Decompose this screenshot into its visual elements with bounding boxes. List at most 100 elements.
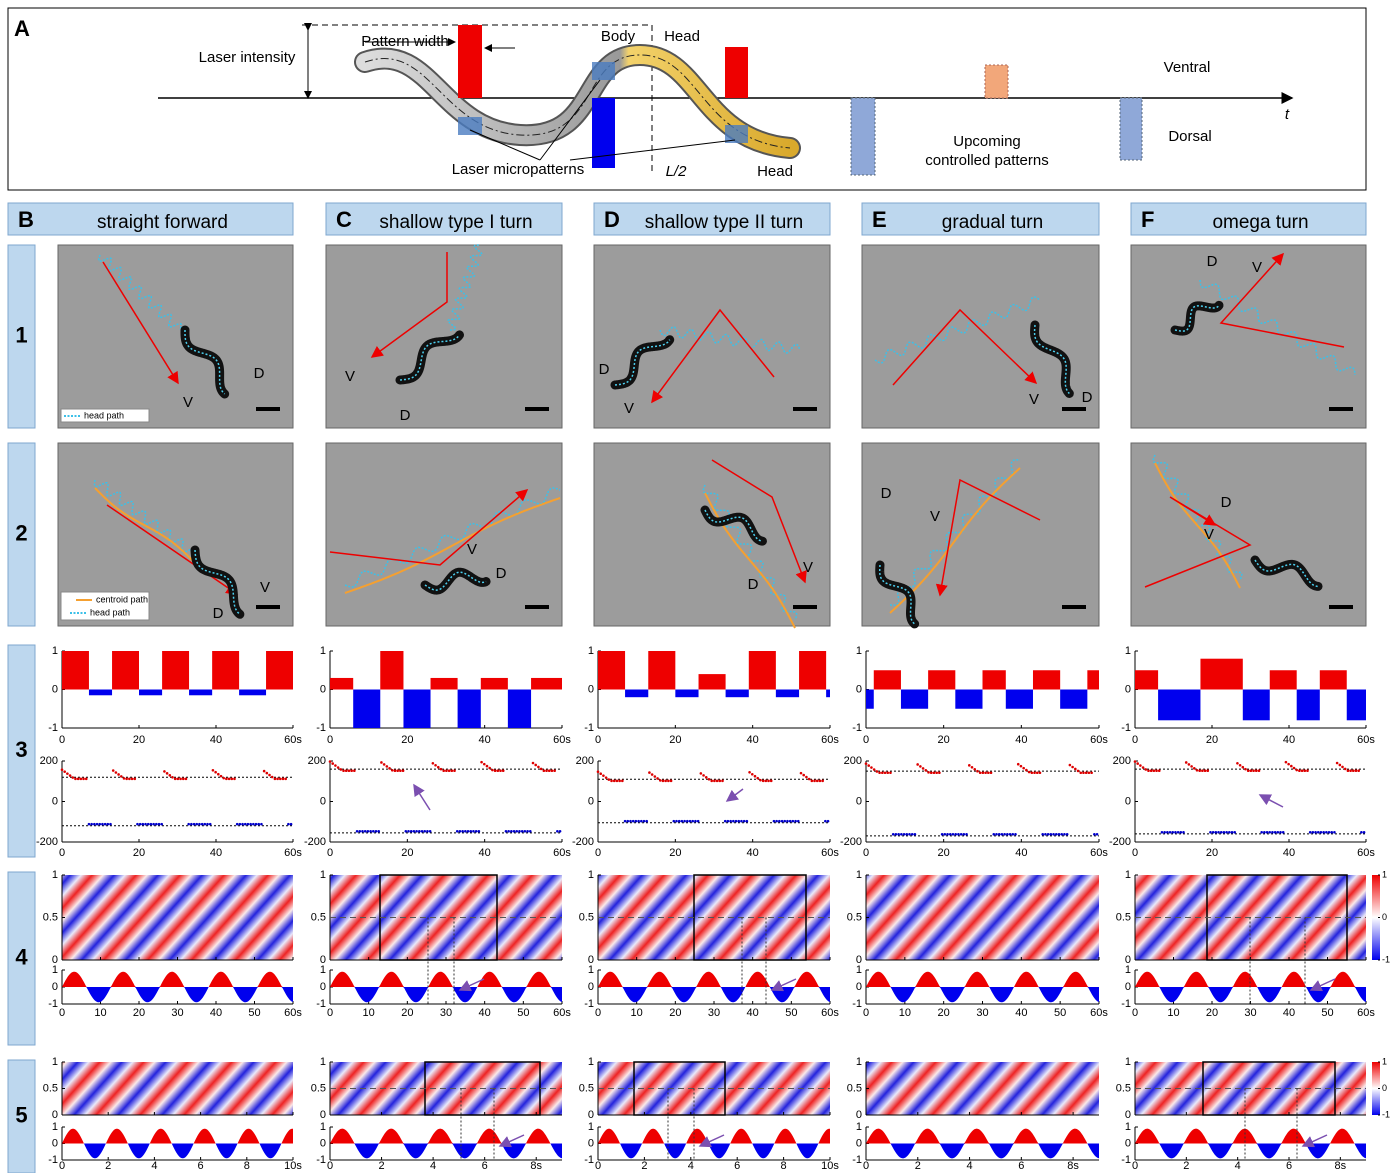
trace-dot [824, 820, 827, 823]
label: Head [664, 28, 700, 45]
trace-dot [965, 833, 968, 836]
trace-dot [1322, 831, 1325, 834]
trace-dot [222, 777, 225, 780]
colorbar-label: -1 [1382, 954, 1390, 964]
trace-dot [96, 823, 99, 826]
y-tick-label: 0 [588, 795, 594, 807]
pattern-bar [866, 690, 874, 709]
direction-label: V [1204, 526, 1214, 543]
trace-dot [1088, 771, 1091, 774]
y-tick-label: -1 [1121, 1154, 1131, 1166]
trace-dot [337, 766, 340, 769]
trace-dot [732, 820, 735, 823]
x-tick-label: 20 [133, 734, 145, 746]
row-label: 2 [15, 520, 27, 545]
scale-bar [525, 605, 549, 609]
trace-dot [350, 769, 353, 772]
scale-bar [525, 407, 549, 411]
trace-dot [206, 823, 209, 826]
trace-dot [954, 833, 957, 836]
trace-dot [881, 771, 884, 774]
strip-negative [62, 1144, 293, 1159]
y-tick-label: 1 [1125, 645, 1131, 657]
direction-label: V [467, 541, 477, 558]
trace-dot [217, 773, 220, 776]
direction-label: V [1029, 391, 1039, 408]
trace-dot [637, 820, 640, 823]
trace-dot [919, 765, 922, 768]
trace-dot [743, 820, 746, 823]
trace-dot [93, 823, 96, 826]
x-tick-label: 50 [248, 1007, 260, 1019]
trace-dot [938, 771, 941, 774]
trace-dot [451, 769, 454, 772]
trace-dot [1033, 771, 1036, 774]
y-tick-label: -1 [1121, 998, 1131, 1010]
kymograph [866, 1062, 1099, 1115]
panel-a: A Laser intensity Pattern width Body Hea… [8, 8, 1366, 190]
trace-dot [1147, 769, 1150, 772]
trace-dot [648, 771, 651, 774]
direction-label: D [1221, 494, 1232, 511]
pattern-bar [266, 651, 293, 690]
trace-dot [201, 823, 204, 826]
trace-dot [1258, 769, 1261, 772]
x-tick-label: 10 [1167, 1007, 1179, 1019]
x-tick-label: 4 [966, 1160, 972, 1172]
y-tick-label: 200 [844, 755, 862, 767]
trace-dot [220, 775, 223, 778]
y-tick-label: -1 [316, 1154, 326, 1166]
y-tick-label: 0 [856, 1137, 862, 1149]
y-tick-label: 1 [1125, 869, 1131, 881]
trace-dot [142, 823, 145, 826]
y-tick-label: 0.5 [43, 911, 58, 923]
trace-dot [104, 823, 107, 826]
trace-dot [117, 773, 120, 776]
trace-dot [418, 830, 421, 833]
trace-dot [870, 766, 873, 769]
trace-dot [274, 778, 277, 781]
direction-label: D [1207, 253, 1218, 270]
trace-dot [1003, 833, 1006, 836]
trace-dot [177, 778, 180, 781]
x-tick-label: 40 [479, 1007, 491, 1019]
x-tick-label: 20 [1206, 734, 1218, 746]
trace-dot [867, 764, 870, 767]
trace-dot [1339, 764, 1342, 767]
pattern-bar [826, 690, 830, 698]
trace-dot [903, 833, 906, 836]
y-tick-label: 1 [1125, 1121, 1131, 1133]
trace-dot [775, 820, 778, 823]
pointer-arrow [727, 789, 743, 801]
trace-dot [998, 833, 1001, 836]
y-tick-label: 0 [320, 683, 326, 695]
x-tick-label: 20 [1206, 847, 1218, 859]
trace-dot [1293, 767, 1296, 770]
strip-positive [866, 1129, 1099, 1144]
trace-dot [456, 830, 459, 833]
trace-dot [434, 764, 437, 767]
pattern-bar [89, 690, 112, 696]
trace-dot [212, 769, 215, 772]
y-tick-label: 0 [1125, 795, 1131, 807]
trace-dot [789, 820, 792, 823]
x-tick-label: 4 [688, 1160, 694, 1172]
x-tick-label: 60s [1090, 847, 1108, 859]
x-tick-label: 10 [899, 1007, 911, 1019]
x-tick-label: 20 [669, 734, 681, 746]
trace-dot [63, 770, 66, 773]
y-tick-label: 1 [588, 869, 594, 881]
trace-dot [629, 820, 632, 823]
trace-dot [1268, 831, 1271, 834]
trace-dot [1239, 764, 1242, 767]
y-tick-label: -1 [584, 998, 594, 1010]
x-tick-label: 40 [747, 847, 759, 859]
trace-dot [209, 823, 212, 826]
trace-dot [331, 762, 334, 765]
trace-dot [808, 778, 811, 781]
strip-positive [330, 972, 562, 987]
pattern-bar [725, 47, 748, 98]
trace-dot [407, 830, 410, 833]
trace-dot [1090, 771, 1093, 774]
trace-dot [1287, 763, 1290, 766]
